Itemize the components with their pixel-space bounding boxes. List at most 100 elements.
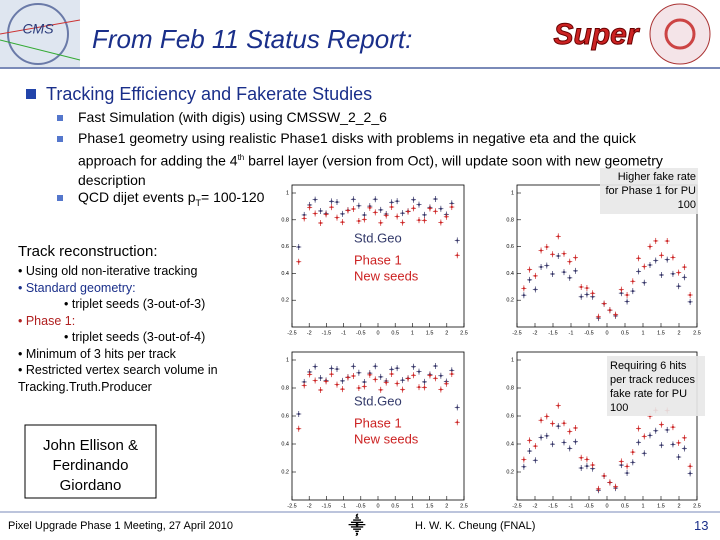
decor-point: [660, 423, 663, 426]
decor-point: [643, 435, 646, 438]
decor-point: [357, 386, 360, 390]
line: • triplet seeds (3-out-of-3): [64, 297, 206, 311]
decor-point: [591, 467, 594, 470]
decor-point: [631, 289, 634, 293]
decor-point: [450, 369, 453, 372]
decor-point: [456, 406, 459, 409]
decor-point: [528, 439, 531, 442]
decor-point: [551, 422, 554, 425]
decor-point: [551, 272, 554, 276]
y-tick-label: 1: [286, 190, 289, 196]
decor-point: [683, 447, 686, 450]
y-tick-label: 1: [511, 357, 514, 363]
decor-point: [614, 485, 617, 488]
x-tick-label: 2: [445, 330, 448, 336]
decor-point: [591, 463, 594, 467]
decor-point: [562, 422, 566, 425]
decor-point: [608, 308, 611, 312]
decor-point: [412, 365, 415, 368]
decor-point: [545, 434, 548, 437]
decor-point: [417, 370, 421, 373]
decor-point: [522, 294, 525, 297]
x-tick-label: -2: [533, 503, 538, 509]
decor-point: [620, 460, 623, 463]
text: Phase1 geometry using realistic Phase1 d…: [78, 130, 636, 169]
decor-point: [539, 419, 543, 422]
y-tick-label: 0.4: [281, 271, 289, 277]
decor-point: [341, 379, 344, 382]
decor-point: [412, 207, 415, 210]
decor-point: [335, 216, 339, 219]
line: • Minimum of 3 hits per track: [18, 346, 176, 361]
x-tick-label: -0.5: [356, 503, 365, 509]
decor-point: [363, 218, 366, 221]
decor-point: [390, 372, 393, 376]
decor-point: [297, 412, 300, 416]
author-box: [24, 424, 157, 499]
decor-point: [666, 239, 669, 243]
decor-point: [625, 471, 629, 475]
x-tick-label: -2.5: [287, 503, 296, 509]
x-tick-label: -0.5: [356, 330, 365, 336]
decor-point: [534, 459, 537, 462]
sub-bullet: [57, 115, 63, 121]
sub: T: [195, 197, 202, 208]
decor-point: [297, 260, 300, 263]
x-tick-label: -2: [533, 330, 538, 336]
decor-point: [346, 209, 350, 212]
decor-point: [445, 382, 448, 385]
decor-point: [439, 374, 442, 377]
fnal-logo: ⸎: [348, 513, 366, 537]
page-number: 13: [694, 518, 709, 533]
decor-point: [335, 383, 339, 386]
decor-point: [677, 285, 680, 288]
sub-bullet: [57, 136, 63, 142]
callout: Higher fake rate for Phase 1 for PU 100: [602, 170, 697, 212]
decor-point: [330, 200, 333, 203]
y-tick-label: 0.6: [506, 244, 514, 250]
bullet-text: Fast Simulation (with digis) using CMSSW…: [78, 108, 698, 127]
footer-author: H. W. K. Cheung (FNAL): [415, 520, 536, 532]
y-tick-label: 0.6: [281, 413, 289, 419]
decor-point: [689, 465, 692, 468]
decor-point: [456, 421, 459, 424]
decor-point: [557, 404, 560, 407]
text: QCD dijet events p: [78, 189, 196, 205]
decor-point: [428, 374, 432, 377]
x-tick-label: 0.5: [621, 330, 629, 336]
decor-point: [390, 205, 393, 209]
decor-point: [574, 426, 577, 430]
decor-point: [551, 443, 554, 446]
decor-point: [330, 206, 333, 209]
decor-point: [671, 443, 675, 446]
decor-point: [406, 377, 410, 380]
decor-point: [643, 281, 646, 284]
decor-point: [379, 208, 382, 211]
decor-point: [406, 210, 410, 213]
x-tick-label: -2: [307, 503, 312, 509]
decor-point: [324, 380, 328, 383]
x-tick-label: -2.5: [287, 330, 296, 336]
text: = 100-120: [201, 189, 265, 205]
y-tick-label: 0.8: [506, 385, 514, 391]
decor-point: [677, 271, 680, 274]
legend-entry: Std.Geo: [354, 230, 402, 245]
decor-point: [450, 202, 453, 205]
y-tick-label: 0.2: [506, 469, 514, 475]
decor-point: [568, 430, 571, 433]
decor-point: [603, 302, 606, 305]
decor-point: [557, 254, 560, 258]
decor-point: [568, 260, 571, 263]
decor-point: [654, 239, 657, 243]
bullet: [26, 89, 36, 99]
line: • Using old non-iterative tracking: [18, 264, 198, 278]
decor-point: [522, 287, 525, 290]
decor-point: [648, 434, 652, 437]
bullet-text: QCD dijet events pT= 100-120: [78, 188, 264, 213]
decor-point: [396, 200, 399, 203]
decor-point: [303, 384, 306, 387]
decor-point: [608, 481, 611, 484]
decor-point: [620, 288, 623, 291]
decor-point: [363, 213, 366, 217]
decor-point: [385, 214, 388, 217]
